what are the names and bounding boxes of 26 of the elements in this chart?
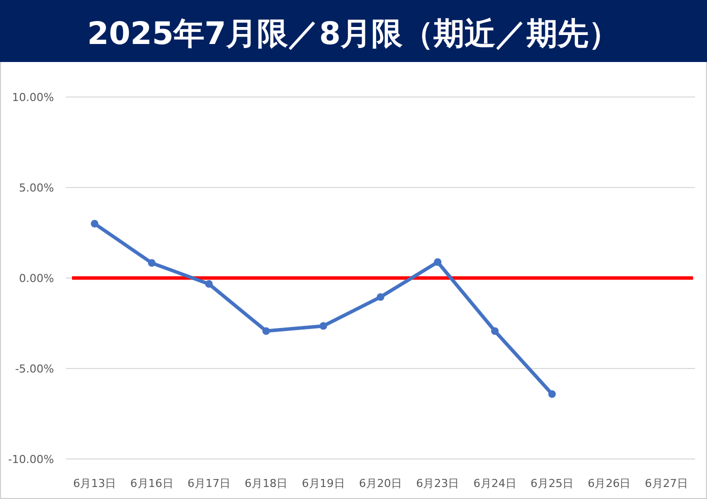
x-tick-label: 6月13日 xyxy=(73,477,116,490)
point xyxy=(376,293,384,301)
y-tick-label: 10.00% xyxy=(12,91,54,104)
x-tick-label: 6月18日 xyxy=(244,477,288,490)
y-tick-label: -10.00% xyxy=(8,453,54,466)
point xyxy=(320,322,328,330)
y-tick-label: -5.00% xyxy=(15,362,54,376)
x-tick-label: 6月27日 xyxy=(644,477,688,490)
x-tick-label: 6月20日 xyxy=(359,477,402,490)
x-tick-label: 6月25日 xyxy=(530,477,574,490)
point xyxy=(548,390,556,398)
x-tick-label: 6月23日 xyxy=(416,477,460,490)
chart-title: 2025年7月限／8月限（期近／期先） xyxy=(87,16,620,52)
point xyxy=(205,280,213,288)
x-tick-label: 6月24日 xyxy=(473,477,516,490)
y-tick-label: 0.00% xyxy=(19,272,54,285)
point xyxy=(491,327,499,335)
x-tick-label: 6月19日 xyxy=(302,477,345,490)
point xyxy=(434,258,442,266)
point xyxy=(148,259,156,267)
point xyxy=(262,327,270,335)
y-tick-label: 5.00% xyxy=(19,182,54,194)
point xyxy=(90,220,98,228)
x-tick-label: 6月26日 xyxy=(588,477,631,490)
x-tick-label: 6月17日 xyxy=(187,477,230,490)
x-tick-label: 6月16日 xyxy=(130,477,174,490)
